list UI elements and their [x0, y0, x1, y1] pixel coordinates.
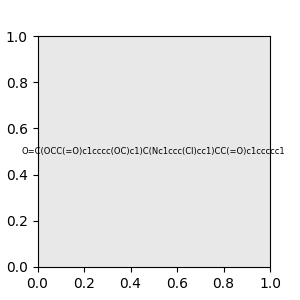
Text: O=C(OCC(=O)c1cccc(OC)c1)C(Nc1ccc(Cl)cc1)CC(=O)c1ccccc1: O=C(OCC(=O)c1cccc(OC)c1)C(Nc1ccc(Cl)cc1)…: [22, 147, 286, 156]
